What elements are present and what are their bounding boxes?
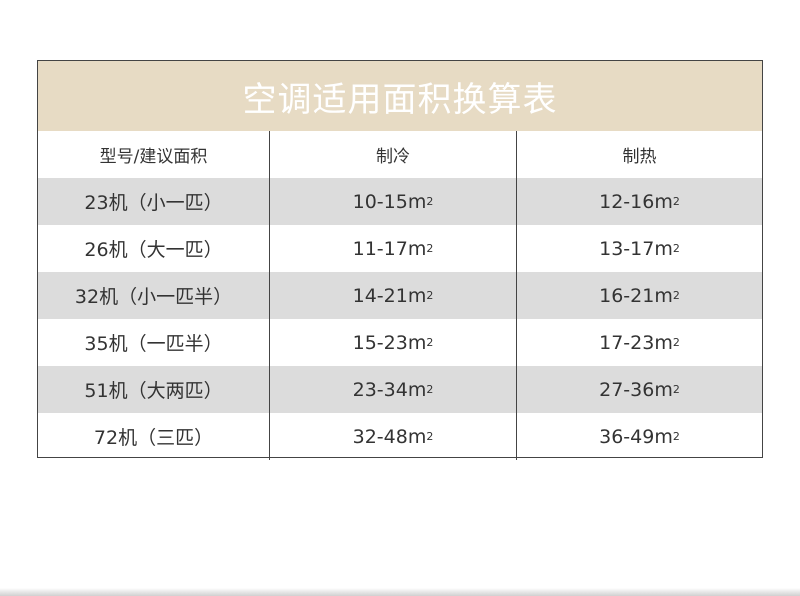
- model-cell: 26机（大一匹）: [38, 225, 270, 272]
- cooling-cell: 32-48 m 2: [270, 413, 517, 460]
- model-cell: 35机（一匹半）: [38, 319, 270, 366]
- cooling-cell: 15-23 m 2: [270, 319, 517, 366]
- cooling-cell: 11-17 m 2: [270, 225, 517, 272]
- model-cell: 32机（小一匹半）: [38, 272, 270, 319]
- table-row: 23机（小一匹） 10-15 m 2 12-16 m 2: [38, 178, 762, 225]
- heating-cell: 16-21 m 2: [599, 284, 680, 307]
- heating-cell: 13-17 m 2: [599, 237, 680, 260]
- table-title: 空调适用面积换算表: [38, 61, 762, 131]
- header-model: 型号/建议面积: [38, 131, 270, 178]
- cooling-cell: 14-21 m 2: [270, 272, 517, 319]
- header-heating: 制热: [622, 147, 657, 167]
- table-row: 26机（大一匹） 11-17 m 2 13-17 m 2: [38, 225, 762, 272]
- table-row: 35机（一匹半） 15-23 m 2 17-23 m 2: [38, 319, 762, 366]
- model-cell: 51机（大两匹）: [38, 366, 270, 413]
- bottom-shadow: [0, 588, 800, 596]
- table-row: 51机（大两匹） 23-34 m 2 27-36 m 2: [38, 366, 762, 413]
- area-conversion-table: 空调适用面积换算表 型号/建议面积 制冷 制热 23机（小一匹） 10-15 m 2 1…: [37, 60, 763, 460]
- heating-cell: 27-36 m 2: [599, 378, 680, 401]
- table-row: 32机（小一匹半） 14-21 m 2 16-21 m 2: [38, 272, 762, 319]
- header-row: 型号/建议面积 制冷 制热: [38, 131, 762, 178]
- heating-cell: 17-23 m 2: [599, 331, 680, 354]
- heating-cell: 36-49 m 2: [599, 425, 680, 448]
- cooling-cell: 10-15 m 2: [270, 178, 517, 225]
- header-cooling: 制冷: [270, 131, 517, 178]
- model-cell: 72机（三匹）: [38, 413, 270, 460]
- heating-cell: 12-16 m 2: [599, 190, 680, 213]
- table-row: 72机（三匹） 32-48 m 2 36-49 m 2: [38, 413, 762, 460]
- cooling-cell: 23-34 m 2: [270, 366, 517, 413]
- model-cell: 23机（小一匹）: [38, 178, 270, 225]
